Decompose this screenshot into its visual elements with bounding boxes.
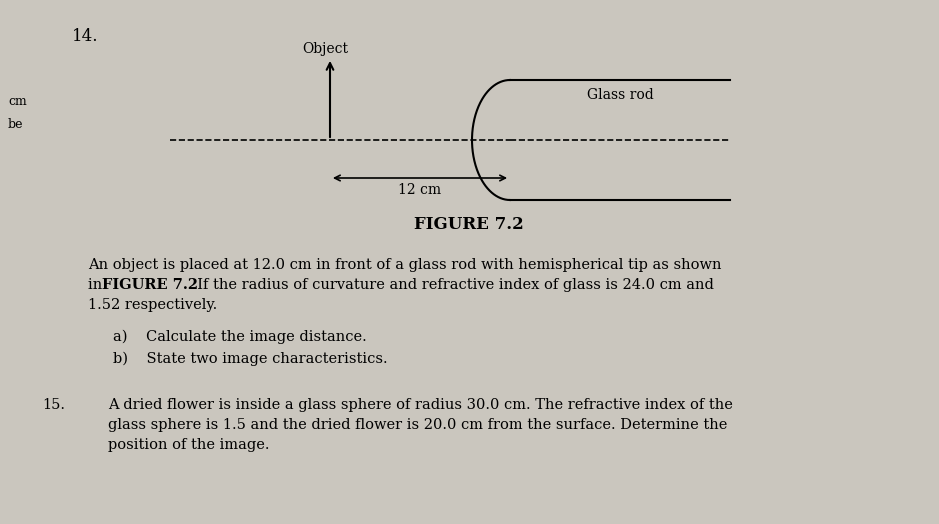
- Text: A dried flower is inside a glass sphere of radius 30.0 cm. The refractive index : A dried flower is inside a glass sphere …: [108, 398, 732, 412]
- Text: FIGURE 7.2: FIGURE 7.2: [414, 216, 524, 233]
- Text: . If the radius of curvature and refractive index of glass is 24.0 cm and: . If the radius of curvature and refract…: [188, 278, 714, 292]
- Text: a)    Calculate the image distance.: a) Calculate the image distance.: [113, 330, 367, 344]
- Text: 14.: 14.: [72, 28, 99, 45]
- Text: position of the image.: position of the image.: [108, 438, 269, 452]
- Text: 15.: 15.: [42, 398, 65, 412]
- Text: An object is placed at 12.0 cm in front of a glass rod with hemispherical tip as: An object is placed at 12.0 cm in front …: [88, 258, 721, 272]
- Text: b)    State two image characteristics.: b) State two image characteristics.: [113, 352, 388, 366]
- Text: cm: cm: [8, 95, 26, 108]
- Text: 12 cm: 12 cm: [398, 183, 441, 197]
- Text: FIGURE 7.2: FIGURE 7.2: [102, 278, 198, 292]
- Text: Glass rod: Glass rod: [587, 88, 654, 102]
- Text: in: in: [88, 278, 107, 292]
- Text: glass sphere is 1.5 and the dried flower is 20.0 cm from the surface. Determine : glass sphere is 1.5 and the dried flower…: [108, 418, 728, 432]
- Text: be: be: [8, 118, 23, 131]
- Text: 1.52 respectively.: 1.52 respectively.: [88, 298, 217, 312]
- Text: Object: Object: [302, 42, 348, 56]
